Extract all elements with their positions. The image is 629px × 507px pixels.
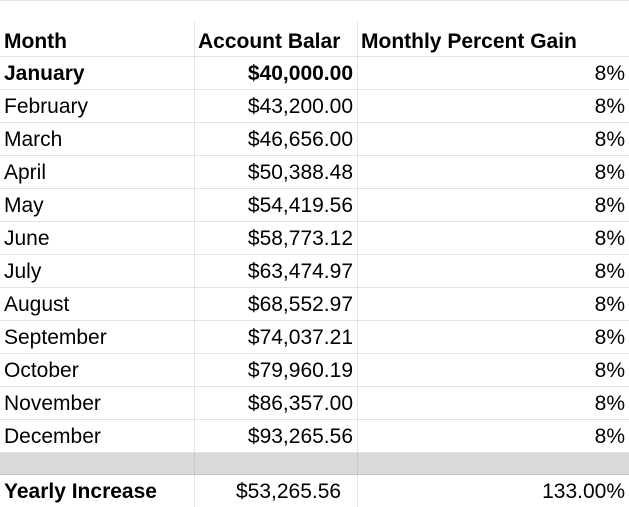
month-cell[interactable]: October	[0, 354, 195, 387]
gain-cell[interactable]: 8%	[358, 354, 629, 387]
balance-cell[interactable]: $46,656.00	[195, 123, 358, 156]
table-row: January $40,000.00 8%	[0, 57, 629, 90]
table-row: April $50,388.48 8%	[0, 156, 629, 189]
balance-cell[interactable]: $93,265.56	[195, 420, 358, 453]
month-cell[interactable]: February	[0, 90, 195, 123]
month-cell[interactable]: November	[0, 387, 195, 420]
gain-cell[interactable]: 8%	[358, 321, 629, 354]
balance-cell[interactable]: $50,388.48	[195, 156, 358, 189]
yearly-increase-row: Yearly Increase $53,265.56 133.00%	[0, 475, 629, 507]
yearly-increase-gain[interactable]: 133.00%	[542, 479, 625, 503]
balance-cell[interactable]: $86,357.00	[195, 387, 358, 420]
gain-cell[interactable]: 8%	[358, 420, 629, 453]
gain-cell[interactable]: 8%	[358, 288, 629, 321]
gain-cell[interactable]: 8%	[358, 255, 629, 288]
balance-cell[interactable]: $43,200.00	[195, 90, 358, 123]
table-row: December $93,265.56 8%	[0, 420, 629, 453]
table-row: October $79,960.19 8%	[0, 354, 629, 387]
month-cell[interactable]: May	[0, 189, 195, 222]
empty-cell[interactable]	[195, 453, 358, 475]
balance-cell[interactable]: $79,960.19	[195, 354, 358, 387]
gain-cell[interactable]: 8%	[358, 222, 629, 255]
header-row: Month Account Balar Monthly Percent Gain	[0, 22, 629, 57]
month-cell[interactable]: March	[0, 123, 195, 156]
header-balance-cell[interactable]: Account Balar	[195, 22, 358, 57]
gain-cell[interactable]: 8%	[358, 189, 629, 222]
table-row: June $58,773.12 8%	[0, 222, 629, 255]
balance-cell[interactable]: $54,419.56	[195, 189, 358, 222]
balance-cell[interactable]: $63,474.97	[195, 255, 358, 288]
month-cell[interactable]: June	[0, 222, 195, 255]
table-row: July $63,474.97 8%	[0, 255, 629, 288]
month-cell[interactable]: August	[0, 288, 195, 321]
table-row: March $46,656.00 8%	[0, 123, 629, 156]
balance-cell[interactable]: $68,552.97	[195, 288, 358, 321]
balance-cell[interactable]: $40,000.00	[195, 57, 358, 90]
gain-cell[interactable]: 8%	[358, 57, 629, 90]
empty-cell[interactable]	[0, 453, 195, 475]
month-cell[interactable]: September	[0, 321, 195, 354]
yearly-increase-label[interactable]: Yearly Increase	[0, 475, 195, 507]
grid-top-border	[0, 0, 629, 1]
month-cell[interactable]: January	[0, 57, 195, 90]
table-row: September $74,037.21 8%	[0, 321, 629, 354]
gain-cell[interactable]: 8%	[358, 387, 629, 420]
balance-cell[interactable]: $74,037.21	[195, 321, 358, 354]
table-row: November $86,357.00 8%	[0, 387, 629, 420]
gain-cell[interactable]: 8%	[358, 123, 629, 156]
table-row: February $43,200.00 8%	[0, 90, 629, 123]
table-row: August $68,552.97 8%	[0, 288, 629, 321]
empty-cell[interactable]	[358, 453, 629, 475]
gain-cell[interactable]: 8%	[358, 90, 629, 123]
yearly-increase-balance[interactable]: $53,265.56	[195, 475, 358, 507]
header-gain-cell[interactable]: Monthly Percent Gain	[358, 22, 629, 57]
separator-row	[0, 453, 629, 475]
month-cell[interactable]: December	[0, 420, 195, 453]
month-cell[interactable]: July	[0, 255, 195, 288]
month-cell[interactable]: April	[0, 156, 195, 189]
table-row: May $54,419.56 8%	[0, 189, 629, 222]
header-month-cell[interactable]: Month	[0, 22, 195, 57]
balance-cell[interactable]: $58,773.12	[195, 222, 358, 255]
gain-cell[interactable]: 8%	[358, 156, 629, 189]
